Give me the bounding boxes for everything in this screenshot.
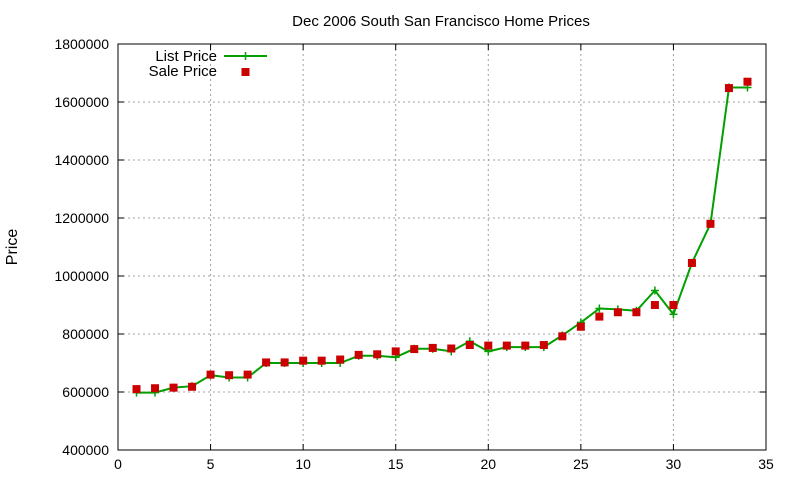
grid bbox=[118, 44, 766, 450]
sale-price-point bbox=[502, 341, 511, 350]
sale-price-point bbox=[373, 350, 382, 359]
x-tick-label: 0 bbox=[114, 456, 122, 472]
legend-label-sale-price: Sale Price bbox=[149, 63, 217, 80]
legend-marker-list-price bbox=[241, 52, 250, 60]
x-tick-label: 35 bbox=[758, 456, 774, 472]
sale-price-point bbox=[317, 356, 326, 365]
sale-price-point bbox=[724, 84, 733, 93]
sale-price-point bbox=[595, 312, 604, 321]
y-tick-label: 600000 bbox=[62, 384, 109, 400]
sale-price-point bbox=[613, 308, 622, 317]
x-tick-label: 20 bbox=[480, 456, 496, 472]
sale-price-point bbox=[336, 355, 345, 364]
x-tick-label: 10 bbox=[295, 456, 311, 472]
sale-price-point bbox=[299, 356, 308, 365]
list-price-point bbox=[669, 310, 678, 319]
x-tick-label: 30 bbox=[666, 456, 682, 472]
series-line-list-price bbox=[136, 86, 748, 394]
sale-price-point bbox=[576, 322, 585, 331]
sale-price-point bbox=[669, 301, 678, 309]
legend: List Price Sale Price bbox=[149, 48, 267, 80]
list-price-point bbox=[595, 304, 604, 313]
x-tick-label: 25 bbox=[573, 456, 589, 472]
sale-price-point bbox=[465, 341, 474, 350]
sale-price-point bbox=[410, 345, 419, 354]
x-tick-label: 15 bbox=[388, 456, 404, 472]
sale-price-point bbox=[188, 382, 197, 391]
list-price-point bbox=[650, 286, 659, 295]
sale-price-point bbox=[169, 383, 178, 392]
sale-price-point bbox=[132, 385, 141, 394]
y-tick-label: 800000 bbox=[62, 326, 109, 342]
y-tick-label: 1600000 bbox=[54, 94, 109, 110]
sale-price-point bbox=[280, 358, 289, 367]
sale-price-point bbox=[428, 343, 437, 352]
y-axis-label: Price bbox=[4, 229, 21, 266]
sale-price-point bbox=[225, 371, 234, 380]
sale-price-point bbox=[706, 219, 715, 228]
sale-price-point bbox=[151, 384, 160, 393]
sale-price-point bbox=[650, 301, 659, 309]
sale-price-point bbox=[206, 370, 215, 379]
sale-price-point bbox=[632, 308, 641, 317]
sale-price-point bbox=[354, 350, 363, 359]
plot-frame bbox=[117, 43, 767, 451]
axis-ticks: 0 5 10 15 20 25 30 35 400000 600000 800000 1000000 1… bbox=[54, 36, 774, 472]
y-tick-label: 1000000 bbox=[54, 268, 109, 284]
y-tick-label: 400000 bbox=[62, 442, 109, 458]
y-tick-label: 1200000 bbox=[54, 210, 109, 226]
series-layer bbox=[132, 77, 752, 397]
sale-price-point bbox=[558, 332, 567, 341]
sale-price-point bbox=[687, 258, 696, 267]
y-tick-label: 1800000 bbox=[54, 36, 109, 52]
y-tick-label: 1400000 bbox=[54, 152, 109, 168]
sale-price-point bbox=[391, 347, 400, 356]
sale-price-point bbox=[521, 341, 530, 350]
sale-price-point bbox=[743, 77, 752, 86]
legend-label-list-price: List Price bbox=[155, 48, 217, 65]
sale-price-point bbox=[447, 344, 456, 353]
sale-price-point bbox=[484, 341, 493, 350]
x-tick-label: 5 bbox=[207, 456, 215, 472]
sale-price-point bbox=[243, 370, 252, 379]
sale-price-point bbox=[262, 358, 271, 367]
legend-swatch-sale-price bbox=[241, 68, 250, 76]
sale-price-point bbox=[539, 341, 548, 350]
chart-title: Dec 2006 South San Francisco Home Prices bbox=[292, 13, 590, 30]
